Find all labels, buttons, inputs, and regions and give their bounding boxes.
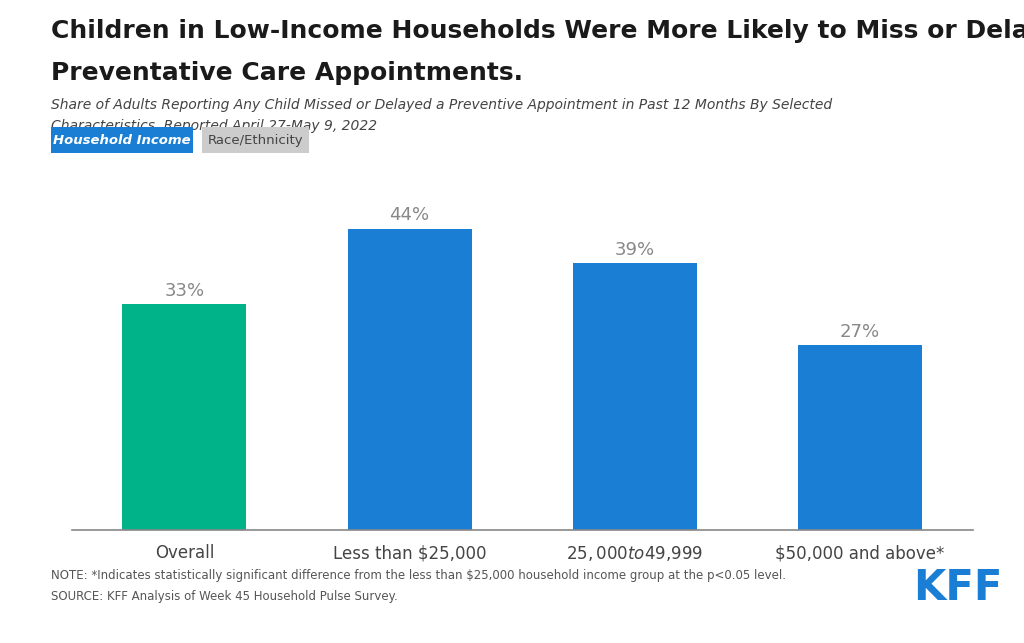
Bar xyxy=(347,228,471,530)
Text: Characteristics, Reported April 27-May 9, 2022: Characteristics, Reported April 27-May 9… xyxy=(51,119,377,133)
Text: Share of Adults Reporting Any Child Missed or Delayed a Preventive Appointment i: Share of Adults Reporting Any Child Miss… xyxy=(51,98,833,112)
Text: 27%: 27% xyxy=(840,323,881,341)
Bar xyxy=(798,345,922,530)
Text: Household Income: Household Income xyxy=(53,134,190,147)
Text: Children in Low-Income Households Were More Likely to Miss or Delay: Children in Low-Income Households Were M… xyxy=(51,19,1024,43)
Bar xyxy=(123,304,246,530)
Text: 39%: 39% xyxy=(614,240,655,258)
Text: 44%: 44% xyxy=(389,206,430,224)
Text: SOURCE: KFF Analysis of Week 45 Household Pulse Survey.: SOURCE: KFF Analysis of Week 45 Househol… xyxy=(51,590,398,602)
Bar xyxy=(572,263,696,530)
Text: Race/Ethnicity: Race/Ethnicity xyxy=(208,134,303,147)
Text: Preventative Care Appointments.: Preventative Care Appointments. xyxy=(51,61,523,85)
Text: 33%: 33% xyxy=(164,282,205,300)
Text: NOTE: *Indicates statistically significant difference from the less than $25,000: NOTE: *Indicates statistically significa… xyxy=(51,569,786,582)
Text: KFF: KFF xyxy=(912,567,1002,610)
